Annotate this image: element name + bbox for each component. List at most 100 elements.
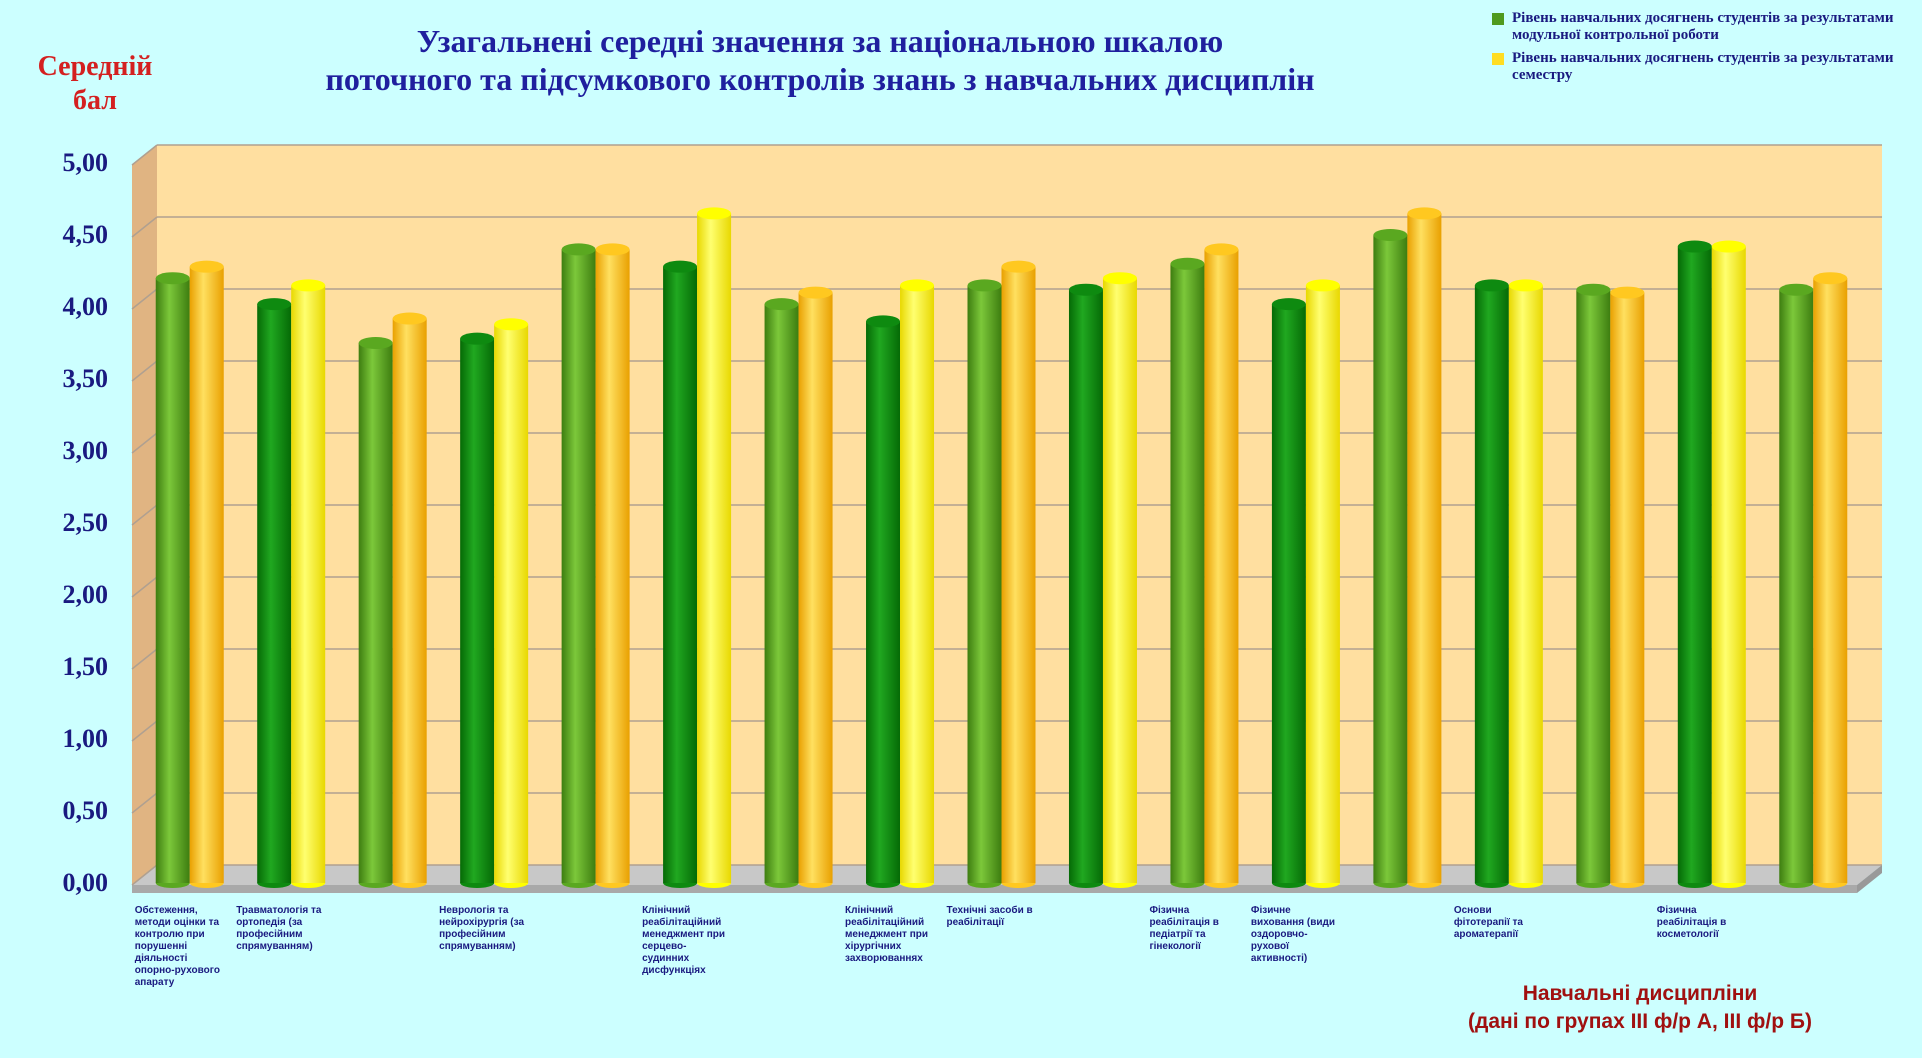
grid-line-wall [131,432,158,454]
grid-line-wall [131,864,158,886]
y-tick-label: 1,50 [63,652,109,681]
bar-top [1271,298,1306,311]
bar [1711,246,1746,883]
bar [1068,289,1103,884]
bar [1407,213,1442,883]
bar [1373,235,1408,883]
bar-top [155,272,190,285]
floor-side [1857,865,1882,893]
bar-top [1001,260,1036,273]
x-tick-label: Фізична реабілітація в педіатрії та гіне… [1149,905,1219,952]
bar [1813,278,1848,883]
legend-entry: Рівень навчальних досягнень студентів за… [1490,10,1910,44]
bar-top [1779,283,1814,296]
bar [1610,292,1645,884]
bar [663,266,698,883]
bar-top [1102,272,1137,285]
y-tick-label: 4,00 [63,292,109,321]
x-tick-label: Обстеження, методи оцінки та контролю пр… [134,905,220,988]
bar [155,278,190,883]
bar [866,321,901,883]
chart-title: Узагальнені середні значення за націонал… [416,23,1224,59]
y-tick-label: 0,50 [63,796,109,825]
bar-top [1170,257,1205,270]
bar-top [697,207,732,220]
bar-top [460,332,495,345]
x-tick-label: Фізична реабілітація в косметології [1656,905,1727,940]
bar-top [358,337,393,349]
bar-top [595,243,630,256]
bar-top [798,286,833,299]
bar [1508,285,1543,883]
grid-line-wall [131,576,158,598]
bar-top [1407,207,1442,220]
y-tick-label: 1,00 [63,724,109,753]
bar [1001,266,1036,883]
bar-top [189,260,224,273]
bar-top [1813,272,1848,285]
x-tick-label: Клінічний реабілітаційний менеджмент при… [845,905,928,964]
bar-top [1610,286,1645,299]
x-tick-label: Неврологія та нейрохірургія (за професій… [439,905,524,952]
bar [697,213,732,883]
y-tick-label: 3,50 [63,364,109,393]
bar [798,292,833,884]
bar-top [1508,279,1543,292]
chart-title: поточного та підсумкового контролів знан… [325,61,1315,97]
bar [1102,278,1137,883]
legend-swatch [1492,53,1504,65]
grid-line-wall [131,504,158,526]
bar [494,324,529,883]
grid-line-wall [131,648,158,670]
bar-top [1677,240,1712,253]
y-tick-label: 3,00 [63,436,109,465]
bar [1305,285,1340,883]
y-tick-label: 5,00 [63,148,109,177]
bar-top [257,298,292,311]
bar-top [1068,283,1103,296]
bar-top [764,298,799,311]
bar [460,338,495,883]
bar [561,249,596,883]
bar [900,285,935,883]
x-tick-label: Клінічний реабілітаційний менеджмент при… [642,905,726,976]
x-tick-label: Технічні засоби в реабілітації [946,905,1033,928]
x-axis-title: (дані по групах III ф/р А, III ф/р Б) [1468,1010,1812,1033]
grid-line-wall [131,288,158,310]
x-tick-label: Основи фітотерапії та ароматерапії [1453,905,1523,940]
x-tick-label: Травматологія та ортопедія (за професійн… [236,905,322,952]
bar-top [1711,240,1746,253]
bar [257,304,292,883]
bar [1677,246,1712,883]
bar-top [1474,279,1509,292]
x-tick-label: Фізичне виховання (види оздоровчо-рухово… [1250,905,1336,964]
bar-top [1373,229,1408,241]
bar-top [1576,283,1611,296]
bar [1576,289,1611,884]
x-axis-title: Навчальні дисципліни [1522,982,1758,1005]
grid-line-wall [131,720,158,742]
bar-top [1305,279,1340,292]
bar [764,304,799,883]
bar-top [291,279,326,292]
bar-top [494,318,529,331]
bar [1271,304,1306,883]
legend-entry: Рівень навчальних досягнень студентів за… [1490,50,1910,84]
bar-top [1204,243,1239,256]
grid-line-wall [131,792,158,814]
bar-top [392,312,427,325]
y-axis-title: Середній бал [37,51,153,116]
bar [595,249,630,883]
bar [967,285,1002,883]
bar-top [866,315,901,328]
grid-line-wall [131,216,158,238]
bar-top [561,243,596,256]
bar-top [663,260,698,273]
bar [1779,289,1814,884]
bar [392,318,427,883]
bar [291,285,326,883]
y-tick-label: 2,00 [63,580,109,609]
bar [1474,285,1509,883]
